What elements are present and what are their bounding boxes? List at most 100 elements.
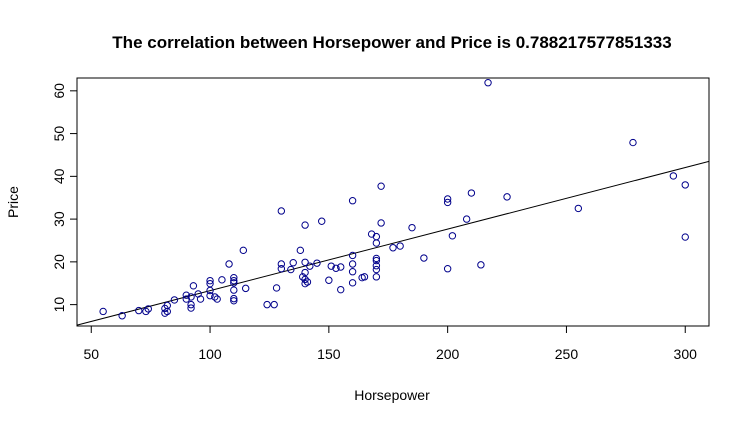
- data-point: [289, 259, 297, 267]
- y-tick-label: 30: [51, 211, 67, 227]
- data-point: [299, 273, 307, 281]
- data-point: [348, 251, 357, 260]
- x-tick-label: 100: [198, 346, 222, 362]
- data-point: [377, 182, 385, 190]
- data-point: [182, 295, 190, 303]
- data-point: [396, 242, 404, 250]
- data-point: [669, 172, 678, 180]
- data-point: [503, 193, 511, 201]
- data-point: [629, 138, 637, 147]
- data-point: [301, 258, 309, 266]
- data-point: [230, 297, 238, 305]
- data-point: [296, 246, 305, 255]
- y-tick-label: 10: [51, 297, 67, 313]
- data-point: [313, 259, 321, 267]
- data-point: [196, 295, 205, 303]
- data-point: [277, 207, 286, 215]
- data-points: [99, 79, 689, 320]
- y-tick-label: 60: [51, 83, 67, 99]
- plot-area: [76, 79, 710, 326]
- data-point: [327, 262, 335, 270]
- x-axis: 50 100 150 200 250 300: [83, 325, 698, 362]
- data-point: [360, 273, 369, 281]
- data-point: [142, 307, 150, 316]
- data-point: [443, 195, 452, 203]
- y-tick-label: 50: [51, 126, 67, 142]
- data-point: [187, 304, 195, 312]
- data-point: [182, 291, 190, 299]
- data-point: [301, 279, 309, 288]
- data-point: [213, 295, 221, 303]
- data-point: [443, 265, 452, 273]
- data-point: [348, 197, 357, 205]
- data-point: [372, 265, 381, 274]
- x-axis-label: Horsepower: [354, 387, 430, 403]
- data-point: [372, 262, 381, 270]
- data-point: [99, 307, 107, 316]
- data-point: [206, 291, 214, 300]
- data-point: [348, 260, 357, 268]
- data-point: [144, 305, 152, 313]
- data-point: [135, 306, 143, 315]
- data-point: [372, 232, 381, 241]
- data-point: [277, 265, 286, 273]
- data-point: [681, 181, 689, 189]
- data-point: [325, 276, 333, 284]
- data-point: [218, 276, 226, 284]
- regression-line: [76, 160, 710, 326]
- data-point: [287, 265, 295, 274]
- data-point: [230, 279, 238, 287]
- data-point: [318, 217, 326, 225]
- data-point: [206, 279, 214, 288]
- data-point: [163, 301, 171, 310]
- data-point: [270, 300, 278, 309]
- data-point: [372, 256, 381, 265]
- data-point: [574, 204, 583, 213]
- data-point: [681, 233, 689, 241]
- data-point: [239, 246, 248, 255]
- data-point: [241, 284, 250, 293]
- data-point: [306, 262, 314, 270]
- x-tick-label: 300: [674, 346, 698, 362]
- y-tick-label: 40: [51, 168, 67, 184]
- data-point: [187, 300, 195, 309]
- data-point: [389, 244, 397, 252]
- y-axis: 10 20 30 40 50 60: [51, 83, 78, 313]
- data-point: [448, 232, 457, 240]
- data-point: [348, 267, 357, 276]
- data-point: [211, 293, 219, 301]
- data-point: [161, 309, 169, 317]
- data-point: [230, 276, 238, 285]
- data-point: [377, 219, 385, 227]
- data-point: [477, 261, 485, 269]
- plot-frame: [76, 77, 710, 327]
- data-point: [170, 296, 179, 304]
- data-point: [337, 263, 345, 271]
- data-point: [372, 239, 381, 247]
- y-axis-label: Price: [5, 186, 21, 218]
- data-point: [230, 294, 238, 303]
- data-point: [187, 293, 195, 301]
- data-point: [225, 260, 233, 268]
- data-point: [189, 282, 198, 290]
- data-point: [301, 268, 309, 277]
- data-point: [118, 312, 126, 320]
- y-tick-label: 20: [51, 254, 67, 270]
- x-tick-label: 150: [317, 346, 341, 362]
- x-tick-label: 50: [83, 346, 99, 362]
- data-point: [462, 215, 471, 223]
- data-point: [301, 221, 309, 229]
- data-point: [420, 254, 428, 262]
- data-point: [408, 223, 416, 232]
- data-point: [277, 260, 286, 268]
- data-point: [337, 285, 345, 294]
- data-point: [263, 300, 271, 309]
- data-point: [230, 286, 238, 294]
- data-point: [272, 284, 281, 292]
- data-point: [467, 189, 476, 197]
- data-point: [372, 254, 381, 263]
- data-point: [372, 273, 381, 281]
- data-point: [348, 279, 357, 287]
- data-point: [484, 79, 492, 87]
